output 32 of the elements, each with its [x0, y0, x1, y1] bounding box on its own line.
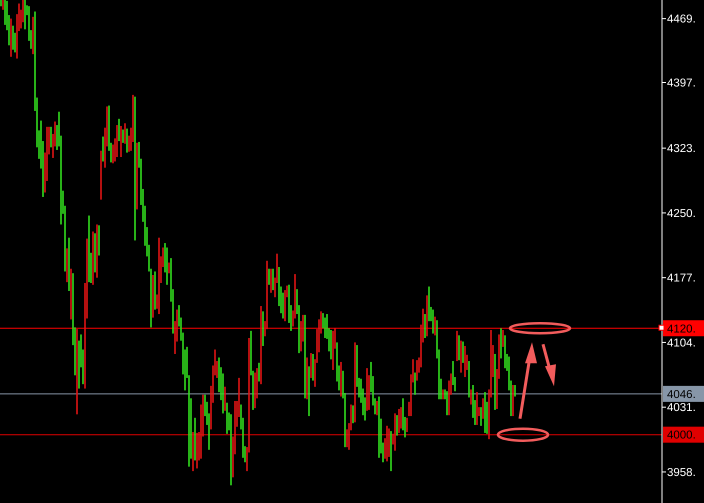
- y-tick-label: 4250.: [667, 208, 696, 220]
- y-tick-label: 4469.: [667, 14, 696, 26]
- candlestick: [12, 25, 14, 50]
- ref-line-label: 4000.: [667, 430, 696, 442]
- candlestick: [434, 316, 436, 336]
- candlestick: [50, 126, 52, 148]
- candlestick: [396, 414, 398, 436]
- candlestick: [446, 390, 448, 416]
- ref-line-label: 4046.: [667, 388, 696, 401]
- candlestick: [416, 360, 418, 381]
- candlestick: [480, 406, 482, 426]
- candlestick: [122, 129, 124, 144]
- candlestick: [398, 408, 400, 434]
- candlestick: [462, 341, 464, 364]
- candlestick: [258, 362, 260, 382]
- candlestick: [414, 372, 416, 396]
- y-tick-label: 4397.: [667, 78, 696, 90]
- y-tick-label: 4323.: [667, 143, 696, 156]
- candlestick: [424, 314, 426, 338]
- candlestick: [2, 0, 4, 10]
- candlestick: [268, 268, 270, 286]
- y-tick-label: 3958.: [667, 466, 696, 479]
- y-tick-label: 4177.: [667, 272, 696, 285]
- candlestick: [502, 330, 504, 348]
- candlestick: [400, 406, 402, 429]
- candlestick: [324, 317, 326, 338]
- y-tick-label: 4104.: [667, 337, 696, 350]
- ref-line-label: 4120.: [667, 323, 696, 336]
- candlestick: [432, 309, 434, 334]
- y-tick-label: 4031.: [667, 402, 696, 414]
- candlestick: [126, 128, 128, 153]
- candlestick: [270, 268, 272, 294]
